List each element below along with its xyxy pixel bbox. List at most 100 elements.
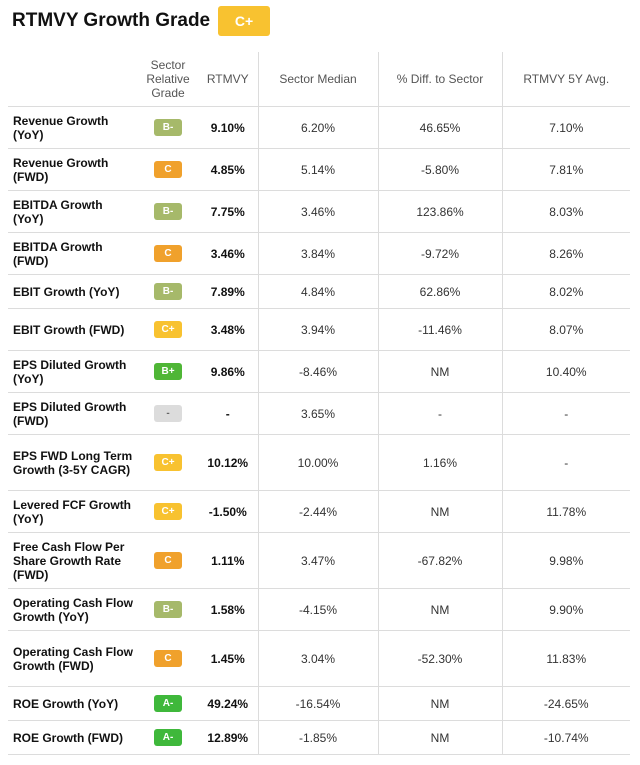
- diff-to-sector-value: 62.86%: [377, 274, 502, 309]
- own-value: 1.11%: [198, 532, 258, 589]
- grade-badge: C: [154, 161, 182, 178]
- metric-column-header: [8, 52, 138, 107]
- metric-name: EPS Diluted Growth (YoY): [8, 350, 138, 393]
- grade-cell: A-: [138, 720, 198, 755]
- diff-to-sector-value: NM: [377, 686, 502, 721]
- sector-median-value: 3.65%: [257, 392, 378, 435]
- metric-name: EBITDA Growth (FWD): [8, 232, 138, 275]
- diff-to-sector-value: -67.82%: [377, 532, 502, 589]
- sector-median-value: 3.94%: [257, 308, 378, 351]
- metric-name: Levered FCF Growth (YoY): [8, 490, 138, 533]
- table-row: Operating Cash Flow Growth (YoY) B- 1.58% -…: [8, 588, 630, 631]
- grade-cell: C+: [138, 434, 198, 491]
- diff-to-sector-value: NM: [377, 490, 502, 533]
- own-value: 1.45%: [198, 630, 258, 687]
- metric-name: Operating Cash Flow Growth (YoY): [8, 588, 138, 631]
- grade-cell: B-: [138, 274, 198, 309]
- grade-badge: -: [154, 405, 182, 422]
- grade-badge: C: [154, 245, 182, 262]
- overall-grade-badge: C+: [218, 6, 270, 36]
- diff-to-sector-value: -9.72%: [377, 232, 502, 275]
- sector-median-value: -8.46%: [257, 350, 378, 393]
- grade-cell: C: [138, 148, 198, 191]
- grade-cell: -: [138, 392, 198, 435]
- metric-name: EPS FWD Long Term Growth (3-5Y CAGR): [8, 434, 138, 491]
- table-row: EBIT Growth (YoY) B- 7.89% 4.84% 62.86% 8.02%: [8, 274, 630, 309]
- grade-badge: C+: [154, 503, 182, 520]
- diff-to-sector-value: -5.80%: [377, 148, 502, 191]
- grade-cell: B-: [138, 190, 198, 233]
- grade-cell: C: [138, 232, 198, 275]
- table-row: Revenue Growth (FWD) C 4.85% 5.14% -5.80% 7.8…: [8, 148, 630, 191]
- own-value: 9.10%: [198, 106, 258, 149]
- metric-name: ROE Growth (YoY): [8, 686, 138, 721]
- diff-to-sector-value: NM: [377, 720, 502, 755]
- diff-to-sector-value: 1.16%: [377, 434, 502, 491]
- page-header: RTMVY Growth Grade C+: [12, 6, 632, 38]
- own-value: 12.89%: [198, 720, 258, 755]
- grade-badge: A-: [154, 729, 182, 746]
- median-column-header: Sector Median: [257, 52, 378, 107]
- metric-name: EBIT Growth (YoY): [8, 274, 138, 309]
- table-body: Revenue Growth (YoY) B- 9.10% 6.20% 46.65% 7.…: [8, 106, 630, 755]
- avg-column-header: RTMVY 5Y Avg.: [501, 52, 630, 107]
- five-year-avg-value: 8.03%: [501, 190, 630, 233]
- five-year-avg-value: 9.90%: [501, 588, 630, 631]
- own-value: 7.75%: [198, 190, 258, 233]
- table-header-row: Sector Relative Grade RTMVY Sector Media…: [8, 52, 630, 107]
- diff-column-header: % Diff. to Sector: [377, 52, 502, 107]
- own-value: 10.12%: [198, 434, 258, 491]
- grade-cell: C: [138, 630, 198, 687]
- five-year-avg-value: 9.98%: [501, 532, 630, 589]
- metric-name: Revenue Growth (YoY): [8, 106, 138, 149]
- sector-median-value: -2.44%: [257, 490, 378, 533]
- grade-cell: C+: [138, 490, 198, 533]
- own-value: 7.89%: [198, 274, 258, 309]
- diff-to-sector-value: -: [377, 392, 502, 435]
- five-year-avg-value: 8.07%: [501, 308, 630, 351]
- five-year-avg-value: 7.10%: [501, 106, 630, 149]
- table-row: ROE Growth (YoY) A- 49.24% -16.54% NM -24.65%: [8, 686, 630, 721]
- grade-column-header: Sector Relative Grade: [138, 52, 198, 107]
- table-row: Revenue Growth (YoY) B- 9.10% 6.20% 46.65% 7.…: [8, 106, 630, 149]
- grade-cell: B+: [138, 350, 198, 393]
- five-year-avg-value: 11.83%: [501, 630, 630, 687]
- diff-to-sector-value: -11.46%: [377, 308, 502, 351]
- table-row: EBITDA Growth (FWD) C 3.46% 3.84% -9.72% 8.26…: [8, 232, 630, 275]
- own-value: 49.24%: [198, 686, 258, 721]
- own-value: -1.50%: [198, 490, 258, 533]
- grade-cell: B-: [138, 588, 198, 631]
- grade-badge: A-: [154, 695, 182, 712]
- own-value: 3.48%: [198, 308, 258, 351]
- table-row: EPS Diluted Growth (FWD) - -3.65% - -: [8, 392, 630, 435]
- page-title: RTMVY Growth Grade: [12, 10, 211, 31]
- sector-median-value: 10.00%: [257, 434, 378, 491]
- sector-median-value: 3.46%: [257, 190, 378, 233]
- five-year-avg-value: 7.81%: [501, 148, 630, 191]
- sector-median-value: 3.47%: [257, 532, 378, 589]
- grade-cell: A-: [138, 686, 198, 721]
- diff-to-sector-value: NM: [377, 588, 502, 631]
- sector-median-value: 3.84%: [257, 232, 378, 275]
- metric-name: Free Cash Flow Per Share Growth Rate (FW…: [8, 532, 138, 589]
- five-year-avg-value: -24.65%: [501, 686, 630, 721]
- table-row: EBIT Growth (FWD) C+ 3.48% 3.94% -11.46% 8.07…: [8, 308, 630, 351]
- metric-name: Revenue Growth (FWD): [8, 148, 138, 191]
- sector-median-value: 3.04%: [257, 630, 378, 687]
- grade-badge: B-: [154, 119, 182, 136]
- metric-name: EPS Diluted Growth (FWD): [8, 392, 138, 435]
- sector-median-value: -1.85%: [257, 720, 378, 755]
- diff-to-sector-value: 123.86%: [377, 190, 502, 233]
- sector-median-value: 5.14%: [257, 148, 378, 191]
- five-year-avg-value: -10.74%: [501, 720, 630, 755]
- own-value: 3.46%: [198, 232, 258, 275]
- table-row: Levered FCF Growth (YoY) C+ -1.50% -2.44% NM…: [8, 490, 630, 533]
- grade-cell: C+: [138, 308, 198, 351]
- grade-badge: B-: [154, 601, 182, 618]
- own-value: 4.85%: [198, 148, 258, 191]
- diff-to-sector-value: NM: [377, 350, 502, 393]
- table-row: EPS Diluted Growth (YoY) B+ 9.86% -8.46% NM 1…: [8, 350, 630, 393]
- sector-median-value: -4.15%: [257, 588, 378, 631]
- sector-median-value: -16.54%: [257, 686, 378, 721]
- grade-cell: C: [138, 532, 198, 589]
